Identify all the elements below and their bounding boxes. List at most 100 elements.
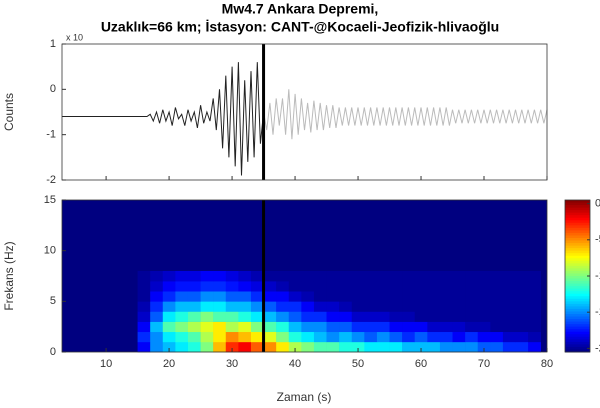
colorbar-step [565, 341, 590, 345]
heatmap-cell [225, 331, 239, 343]
heatmap-cell [351, 311, 365, 322]
colorbar-step [565, 245, 590, 249]
heatmap-cell [452, 291, 466, 302]
heatmap-cell [301, 341, 315, 353]
heatmap-cell [427, 270, 441, 282]
heatmap-cell [200, 321, 214, 333]
heatmap-cell [477, 301, 491, 312]
heatmap-cell [301, 301, 315, 312]
heatmap-cell [364, 321, 378, 333]
heatmap-cell [288, 321, 302, 333]
heatmap-cell [427, 321, 441, 333]
colorbar-step [565, 205, 590, 209]
heatmap-cell [427, 341, 441, 353]
colorbar-step [565, 286, 590, 290]
heatmap-cell [364, 301, 378, 312]
heatmap-cell [427, 281, 441, 292]
heatmap-cell [301, 291, 315, 302]
heatmap-cell [376, 341, 390, 353]
heatmap-cell [225, 291, 239, 302]
colorbar-step [565, 303, 590, 307]
heatmap-cell [288, 301, 302, 312]
heatmap-cell [376, 321, 390, 333]
heatmap-cell [427, 331, 441, 343]
heatmap-cell [187, 341, 201, 353]
heatmap-cell [465, 270, 479, 282]
heatmap-cell [502, 311, 516, 322]
heatmap-cell [528, 331, 542, 343]
heatmap-cell [200, 331, 214, 343]
heatmap-cell [288, 311, 302, 322]
heatmap-cell [187, 301, 201, 312]
heatmap-cell [187, 281, 201, 292]
heatmap-cell [238, 341, 252, 353]
heatmap-cell [200, 291, 214, 302]
colorbar-step [565, 248, 590, 252]
heatmap-cell [439, 331, 453, 343]
colorbar-step [565, 253, 590, 257]
heatmap-cell [515, 341, 529, 353]
heatmap-cell [238, 321, 252, 333]
heatmap-cell [200, 281, 214, 292]
heatmap-cell [250, 291, 264, 302]
colorbar-tick-label: -2 [595, 342, 600, 354]
heatmap-cell [439, 321, 453, 333]
heatmap-cell [402, 331, 416, 343]
colorbar-step [565, 243, 590, 247]
y-tick-label: 0 [50, 83, 56, 95]
colorbar-step [565, 263, 590, 267]
heatmap-cell [452, 311, 466, 322]
heatmap-cell [465, 321, 479, 333]
heatmap-cell [452, 301, 466, 312]
heatmap-cell [351, 301, 365, 312]
heatmap-cell [137, 321, 151, 333]
heatmap-cell [502, 341, 516, 353]
heatmap-cell [402, 270, 416, 282]
heatmap-cell [402, 311, 416, 322]
heatmap-cell [313, 281, 327, 292]
heatmap-cell [301, 331, 315, 343]
colorbar-step [565, 316, 590, 320]
colorbar-step [565, 215, 590, 219]
heatmap-cell [162, 291, 176, 302]
colorbar-step [565, 346, 590, 350]
heatmap-cell [263, 301, 277, 312]
colorbar-step [565, 344, 590, 348]
colorbar-step [565, 202, 590, 206]
heatmap-cell [200, 270, 214, 282]
heatmap-cell [515, 301, 529, 312]
colorbar-step [565, 207, 590, 211]
heatmap-cell [351, 270, 365, 282]
seismogram-panel: 1 0 -1 -2 [46, 38, 548, 186]
heatmap-cell [175, 341, 189, 353]
colorbar-step [565, 334, 590, 338]
heatmap-cell [515, 291, 529, 302]
heatmap-cell [376, 301, 390, 312]
heatmap-cell [175, 321, 189, 333]
y-tick-label: 1 [50, 38, 56, 50]
heatmap-cell [137, 301, 151, 312]
heatmap-cell [376, 270, 390, 282]
heatmap-cell [477, 291, 491, 302]
heatmap-cell [515, 311, 529, 322]
heatmap-cell [200, 301, 214, 312]
heatmap-cell [389, 331, 403, 343]
heatmap-cell [477, 331, 491, 343]
heatmap-cell [439, 341, 453, 353]
heatmap-cell [389, 341, 403, 353]
heatmap-cell [402, 291, 416, 302]
heatmap-cell [250, 270, 264, 282]
heatmap-cell [263, 331, 277, 343]
colorbar-step [565, 255, 590, 259]
waveform [62, 62, 265, 176]
heatmap-cell [414, 311, 428, 322]
colorbar-step [565, 217, 590, 221]
heatmap-cell [427, 311, 441, 322]
heatmap-cell [402, 341, 416, 353]
heatmap-cell [263, 341, 277, 353]
heatmap-cell [162, 341, 176, 353]
heatmap-cell [162, 270, 176, 282]
x-tick-label: 50 [352, 358, 364, 370]
heatmap-cell [238, 291, 252, 302]
colorbar-step [565, 288, 590, 292]
